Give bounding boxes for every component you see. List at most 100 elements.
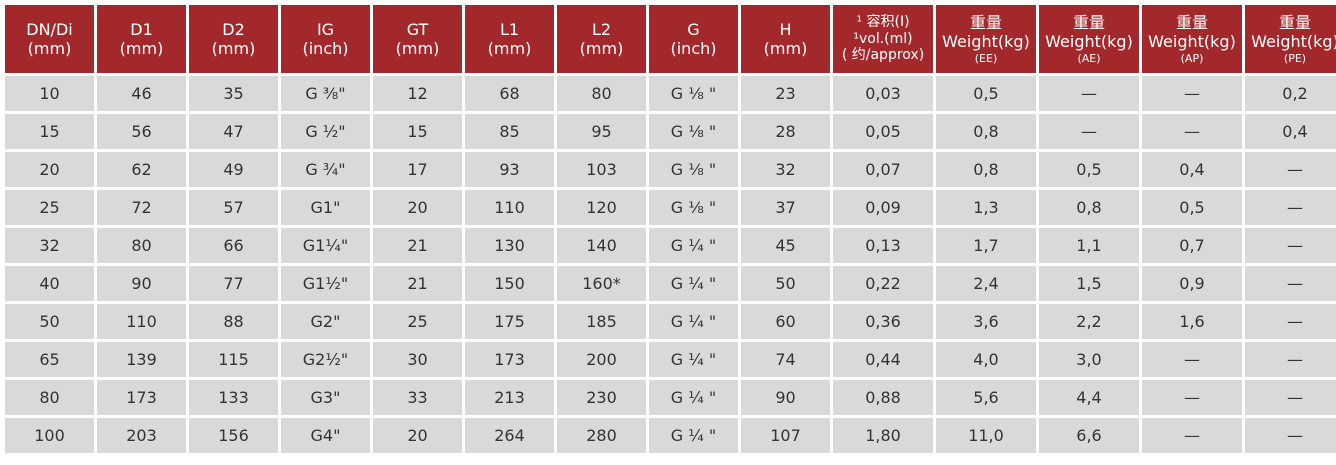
header-line: (mm) [119, 39, 164, 58]
data-cell: G1½" [281, 266, 370, 301]
header-line: L1 [499, 19, 520, 39]
header-line: IG [316, 19, 335, 39]
data-cell: 17 [373, 152, 462, 187]
data-cell: 1,1 [1039, 228, 1139, 263]
header-cell: L1 (mm) [465, 5, 554, 73]
data-cell: 20 [5, 152, 94, 187]
data-cell: — [1142, 418, 1242, 453]
header-line: G [687, 19, 700, 39]
header-cell: 重量 Weight(kg) (AP) [1142, 5, 1242, 73]
data-cell: 200 [557, 342, 646, 377]
spec-table: DN/Di (mm) D1 (mm) D2 (mm) IG (inch) GT (mm) L1 (mm… [2, 2, 1336, 456]
data-cell: 28 [741, 114, 830, 149]
data-cell: G2½" [281, 342, 370, 377]
data-row: 25 72 57 G1" 20 110 120 G ⅛ " 37 0,09 1,3 0,8 0,5— [5, 190, 1336, 225]
header-line: Weight(kg) [1148, 32, 1236, 52]
data-cell: 156 [189, 418, 278, 453]
data-cell: — [1245, 266, 1336, 301]
header-cell: D2 (mm) [189, 5, 278, 73]
data-cell: 90 [97, 266, 186, 301]
data-cell: G1" [281, 190, 370, 225]
data-row: 15 56 47 G ½" 15 85 95 G ⅛ " 28 0,05 0,8— —0,4 [5, 114, 1336, 149]
header-line: (mm) [579, 39, 624, 58]
data-cell: G ⅛ " [649, 76, 738, 111]
header-line: 重量 [1072, 13, 1105, 33]
data-cell: 95 [557, 114, 646, 149]
data-cell: 140 [557, 228, 646, 263]
data-row: 80 173 133 G3" 33 213 230 G ¼ " 90 0,88 5,6 4,4— — [5, 380, 1336, 415]
data-cell: G ¼ " [649, 304, 738, 339]
data-cell: 32 [741, 152, 830, 187]
data-cell: 0,88 [833, 380, 933, 415]
data-cell: 33 [373, 380, 462, 415]
data-cell: 74 [741, 342, 830, 377]
data-cell: 1,5 [1039, 266, 1139, 301]
header-line: (mm) [763, 39, 808, 58]
data-cell: G3" [281, 380, 370, 415]
header-line: (mm) [211, 39, 256, 58]
data-cell: 23 [741, 76, 830, 111]
data-cell: 3,6 [936, 304, 1036, 339]
data-cell: 50 [5, 304, 94, 339]
data-cell: 66 [189, 228, 278, 263]
data-cell: — [1142, 380, 1242, 415]
header-line: H [779, 19, 792, 39]
header-line: DN/Di [26, 19, 73, 39]
data-cell: 3,0 [1039, 342, 1139, 377]
data-cell: G ¼ " [649, 418, 738, 453]
data-cell: 0,4 [1245, 114, 1336, 149]
header-line: (mm) [27, 39, 72, 58]
data-cell: G ¾" [281, 152, 370, 187]
data-cell: 15 [5, 114, 94, 149]
header-line: D2 [222, 19, 245, 39]
data-cell: G ¼ " [649, 266, 738, 301]
data-cell: 110 [465, 190, 554, 225]
data-cell: 160* [557, 266, 646, 301]
data-cell: 62 [97, 152, 186, 187]
data-cell: 173 [465, 342, 554, 377]
header-cell: GT (mm) [373, 5, 462, 73]
data-cell: 0,13 [833, 228, 933, 263]
header-cell: 重量 Weight(kg) (AE) [1039, 5, 1139, 73]
data-cell: 45 [741, 228, 830, 263]
data-row: 40 90 77 G1½" 21 150 160* G ¼ " 50 0,22 2,4 1,5 0,9— [5, 266, 1336, 301]
data-cell: — [1245, 228, 1336, 263]
data-cell: 49 [189, 152, 278, 187]
header-line: (mm) [395, 39, 440, 58]
data-cell: 10 [5, 76, 94, 111]
header-cell: 重量 Weight(kg) (PE) [1245, 5, 1336, 73]
header-line: (PE) [1283, 51, 1307, 65]
data-cell: 6,6 [1039, 418, 1139, 453]
data-cell: 100 [5, 418, 94, 453]
data-row: 32 80 66 G1¼" 21 130 140 G ¼ " 45 0,13 1,7 1,1 0,7— [5, 228, 1336, 263]
header-cell: DN/Di (mm) [5, 5, 94, 73]
header-line: ¹ 容积(I) [856, 13, 910, 30]
data-cell: 2,4 [936, 266, 1036, 301]
data-cell: 0,05 [833, 114, 933, 149]
data-cell: 25 [373, 304, 462, 339]
data-cell: 47 [189, 114, 278, 149]
data-cell: 280 [557, 418, 646, 453]
data-cell: 4,0 [936, 342, 1036, 377]
data-cell: — [1142, 342, 1242, 377]
data-cell: G2" [281, 304, 370, 339]
header-line: ( 约/approx) [841, 47, 925, 64]
data-cell: 15 [373, 114, 462, 149]
header-row: DN/Di (mm) D1 (mm) D2 (mm) IG (inch) GT (mm) L1 (mm… [5, 5, 1336, 73]
data-cell: 20 [373, 190, 462, 225]
header-line: 重量 [1175, 13, 1208, 33]
data-cell: 0,03 [833, 76, 933, 111]
header-cell: IG (inch) [281, 5, 370, 73]
data-cell: 103 [557, 152, 646, 187]
data-cell: 77 [189, 266, 278, 301]
data-cell: — [1039, 114, 1139, 149]
header-cell: L2 (mm) [557, 5, 646, 73]
data-cell: — [1245, 152, 1336, 187]
header-line: 重量 [1278, 13, 1311, 33]
data-cell: 56 [97, 114, 186, 149]
data-cell: 65 [5, 342, 94, 377]
data-cell: G4" [281, 418, 370, 453]
header-cell: H (mm) [741, 5, 830, 73]
data-cell: 68 [465, 76, 554, 111]
